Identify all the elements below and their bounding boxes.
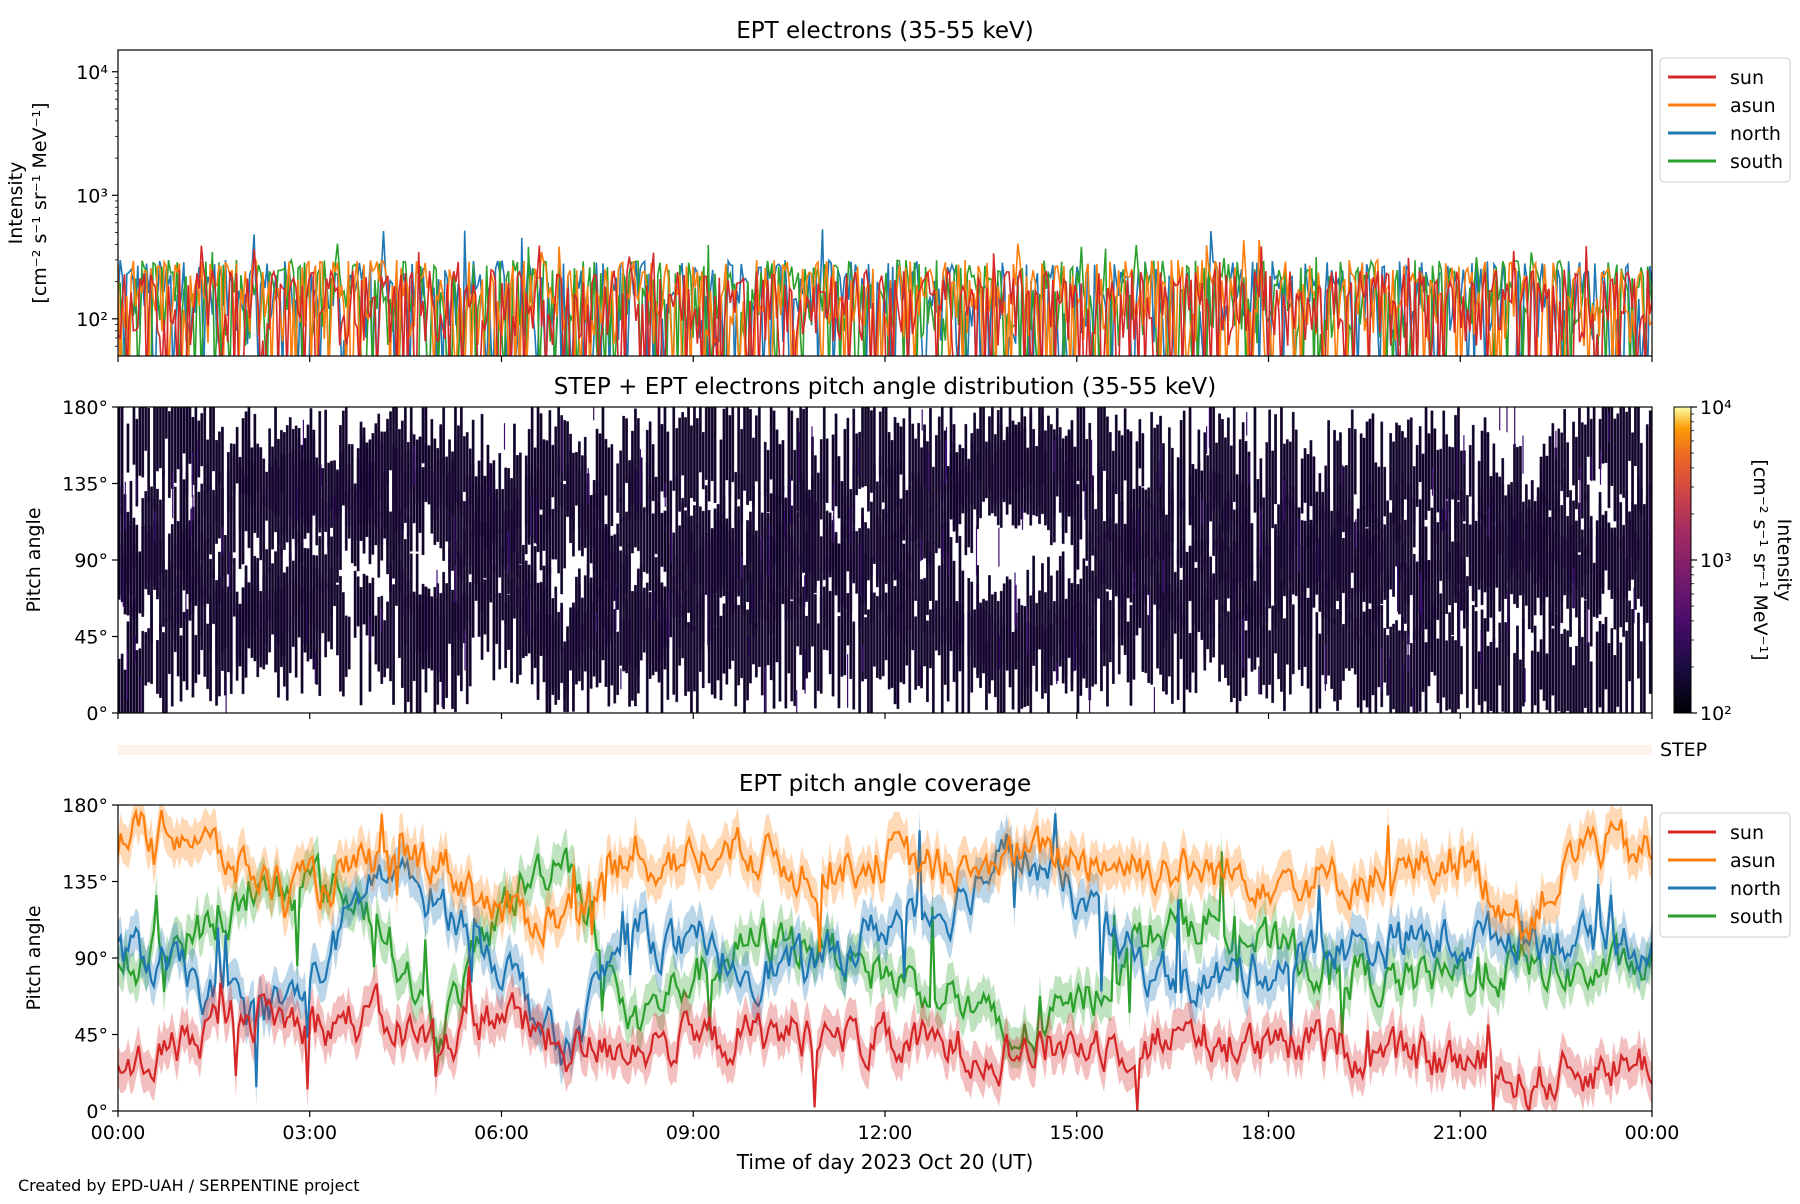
- y-tick-label: 180°: [62, 795, 108, 817]
- y-tick-label: 0°: [86, 1101, 108, 1123]
- legend-box: [1659, 812, 1791, 938]
- legend-label-south: south: [1730, 151, 1783, 173]
- legend-label-north: north: [1730, 878, 1781, 900]
- x-tick-label: 09:00: [666, 1122, 721, 1144]
- coverage-ylabel: Pitch angle: [23, 905, 45, 1010]
- pad-colorbar-label-line1: Intensity: [1773, 519, 1795, 602]
- step-strip: [118, 745, 1652, 755]
- x-axis-label: Time of day 2023 Oct 20 (UT): [736, 1150, 1034, 1174]
- x-tick-label: 00:00: [91, 1122, 146, 1144]
- coverage-band-south: [118, 827, 1652, 1074]
- legend-label-asun: asun: [1730, 95, 1776, 117]
- legend-label-asun: asun: [1730, 850, 1776, 872]
- intensity-legend: sun asun north south: [1659, 57, 1791, 183]
- y-tick-label: 10³: [76, 185, 108, 207]
- y-tick-label: 45°: [74, 627, 108, 649]
- panel-step: STEP: [118, 739, 1707, 761]
- x-tick-label: 06:00: [474, 1122, 529, 1144]
- y-tick-label: 90°: [74, 550, 108, 572]
- coverage-line-asun: [118, 807, 1652, 952]
- legend-box: [1659, 57, 1791, 183]
- panel-intensity: EPT electrons (35-55 keV) 10² 10³ 10⁴ Inte…: [5, 18, 1791, 362]
- intensity-x-ticks: [117, 356, 1653, 362]
- colorbar-tick-label: 10³: [1700, 550, 1732, 572]
- x-tick-label: 00:00: [1625, 1122, 1680, 1144]
- pad-y-axis: 0° 45° 90° 135° 180°: [62, 397, 118, 725]
- legend-label-sun: sun: [1730, 67, 1764, 89]
- y-tick-label: 10²: [76, 309, 108, 331]
- panel-coverage: EPT pitch angle coverage 0° 45° 90° 135° 180…: [23, 771, 1791, 1174]
- intensity-line-south: [118, 243, 1652, 356]
- y-tick-label: 10⁴: [76, 62, 108, 84]
- legend-label-sun: sun: [1730, 822, 1764, 844]
- x-tick-label: 12:00: [858, 1122, 913, 1144]
- y-tick-label: 135°: [62, 872, 108, 894]
- legend-label-south: south: [1730, 906, 1783, 928]
- intensity-ylabel-line1: Intensity: [5, 162, 27, 245]
- panel-pad-title: STEP + EPT electrons pitch angle distrib…: [554, 374, 1216, 400]
- coverage-x-axis: 00:00 03:00 06:00 09:00 12:00 15:00 18:00 21:00…: [91, 1111, 1680, 1144]
- colorbar-tick-label: 10²: [1700, 703, 1732, 725]
- coverage-band-north: [118, 805, 1652, 1108]
- coverage-legend: sun asun north south: [1659, 812, 1791, 938]
- coverage-band-asun: [118, 805, 1652, 973]
- y-tick-label: 90°: [74, 948, 108, 970]
- pad-heatmap-cell: [118, 407, 1652, 713]
- intensity-y-axis: 10² 10³ 10⁴: [76, 62, 118, 347]
- pad-x-ticks: [117, 713, 1653, 719]
- x-tick-label: 15:00: [1049, 1122, 1104, 1144]
- pad-ylabel: Pitch angle: [23, 507, 45, 612]
- panel-coverage-title: EPT pitch angle coverage: [739, 771, 1031, 797]
- panel-pad: STEP + EPT electrons pitch angle distrib…: [23, 374, 1795, 725]
- coverage-line-north: [118, 813, 1652, 1088]
- coverage-line-south: [118, 847, 1652, 1057]
- colorbar-tick-label: 10⁴: [1700, 397, 1732, 419]
- x-tick-label: 21:00: [1433, 1122, 1488, 1144]
- intensity-ylabel-line2: [cm⁻² s⁻¹ sr⁻¹ MeV⁻¹]: [29, 102, 51, 303]
- intensity-line-sun: [118, 245, 1652, 356]
- y-tick-label: 180°: [62, 397, 108, 419]
- coverage-series-group: [118, 805, 1652, 1111]
- y-tick-label: 135°: [62, 474, 108, 496]
- pad-heatmap-cells: [118, 407, 1652, 713]
- y-tick-label: 45°: [74, 1025, 108, 1047]
- pad-colorbar-ticks: 10² 10³ 10⁴: [1691, 397, 1732, 725]
- credit-text: Created by EPD-UAH / SERPENTINE project: [18, 1176, 360, 1195]
- coverage-y-axis: 0° 45° 90° 135° 180°: [62, 795, 118, 1123]
- coverage-line-sun: [118, 966, 1652, 1111]
- pad-colorbar-label-line2: [cm⁻² s⁻¹ sr⁻¹ MeV⁻¹]: [1749, 459, 1771, 660]
- x-tick-label: 18:00: [1241, 1122, 1296, 1144]
- panel-intensity-title: EPT electrons (35-55 keV): [736, 18, 1033, 44]
- x-tick-label: 03:00: [282, 1122, 337, 1144]
- pad-colorbar: [1673, 406, 1692, 714]
- intensity-series-group: [118, 229, 1652, 356]
- step-label: STEP: [1660, 739, 1707, 761]
- y-tick-label: 0°: [86, 703, 108, 725]
- legend-label-north: north: [1730, 123, 1781, 145]
